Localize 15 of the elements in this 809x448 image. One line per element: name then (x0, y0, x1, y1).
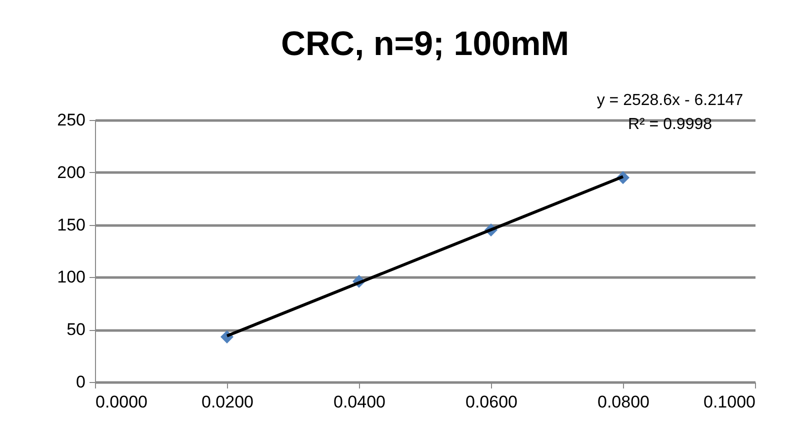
x-tick-label: 0.1000 (704, 392, 756, 412)
text: y = 2528.6x - 6.2147 (596, 92, 744, 109)
y-tick-label: 200 (57, 162, 86, 182)
y-tick-label: 100 (57, 268, 86, 287)
x-tick-label: 0.0200 (202, 392, 254, 412)
y-tick-label: 50 (66, 320, 86, 340)
chart-title: CRC, n=9; 100mM (280, 25, 570, 63)
annotation: R² = 0.9998 (628, 116, 712, 133)
x-tick-label: 0.0600 (466, 392, 518, 412)
y-tick-label: 250 (57, 110, 86, 130)
x-tick-label: 0.0400 (334, 392, 386, 412)
y-tick-label: 0 (76, 372, 86, 392)
x-tick-label: 0.0000 (96, 392, 148, 412)
x-tick-label: 0.0800 (598, 392, 650, 412)
y-tick-label: 150 (57, 215, 86, 234)
